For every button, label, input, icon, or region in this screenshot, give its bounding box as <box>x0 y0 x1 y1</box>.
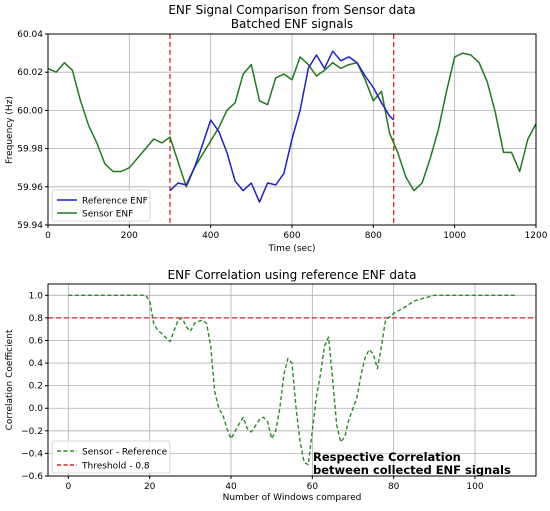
chart-top-subtitle: Batched ENF signals <box>231 17 353 31</box>
legend-box <box>51 440 171 474</box>
x-tick-label: 800 <box>365 231 382 241</box>
chart-top-series <box>47 50 537 203</box>
y-tick-label: 1.0 <box>29 291 44 301</box>
chart-top-vlines <box>169 34 395 225</box>
y-tick-label: 59.98 <box>17 145 43 155</box>
chart-top: ENF Signal Comparison from Sensor data B… <box>5 3 548 254</box>
x-tick-label: 100 <box>466 482 483 492</box>
y-tick-label: 0.8 <box>29 314 44 324</box>
x-tick-label: 20 <box>144 482 156 492</box>
y-tick-label: −0.4 <box>21 449 43 459</box>
legend-label-reference: Reference ENF <box>82 197 148 207</box>
y-tick-label: 60.00 <box>17 106 43 116</box>
legend-label-sensor: Sensor ENF <box>82 210 133 220</box>
chart-bottom-xticks: 0 20 40 60 80 100 <box>65 476 484 492</box>
chart-top-legend: Reference ENF Sensor ENF <box>51 189 151 222</box>
chart-bottom-frame <box>47 283 537 477</box>
y-tick-label: 59.96 <box>17 183 43 193</box>
chart-bottom-yticks: −0.6 −0.4 −0.2 0.0 0.2 0.4 0.6 0.8 1.0 <box>21 291 48 482</box>
legend-label-threshold: Threshold - 0.8 <box>81 462 150 472</box>
chart-bottom-title: ENF Correlation using reference ENF data <box>168 268 417 282</box>
chart-top-ylabel: Frequency (Hz) <box>5 96 15 164</box>
x-tick-label: 40 <box>225 482 237 492</box>
chart-top-yticks: 59.94 59.96 59.98 60.00 60.02 60.04 <box>17 30 48 231</box>
chart-bottom-legend: Sensor - Reference Threshold - 0.8 <box>51 440 171 474</box>
chart-top-title: ENF Signal Comparison from Sensor data <box>168 3 415 17</box>
chart-top-xlabel: Time (sec) <box>267 244 315 254</box>
chart-top-xticks: 0 200 400 600 800 1000 1200 <box>45 225 548 241</box>
chart-bottom-xlabel: Number of Windows compared <box>223 493 362 503</box>
y-tick-label: 59.94 <box>17 221 43 231</box>
x-tick-label: 0 <box>65 482 71 492</box>
y-tick-label: 60.02 <box>17 68 43 78</box>
legend-label-correlation: Sensor - Reference <box>82 448 168 458</box>
y-tick-label: 60.04 <box>17 30 43 40</box>
x-tick-label: 1000 <box>443 231 466 241</box>
series-correlation <box>68 294 516 466</box>
x-tick-label: 600 <box>283 231 300 241</box>
y-tick-label: −0.6 <box>21 472 43 482</box>
x-tick-label: 1200 <box>525 231 548 241</box>
chart-bottom-annotation-line1: Respective Correlation <box>313 450 461 464</box>
series-reference-enf <box>169 50 395 203</box>
y-tick-label: 0.4 <box>29 359 44 369</box>
y-tick-label: 0.2 <box>29 382 43 392</box>
x-tick-label: 0 <box>45 231 51 241</box>
x-tick-label: 200 <box>121 231 138 241</box>
x-tick-label: 400 <box>202 231 219 241</box>
y-tick-label: 0.0 <box>29 404 44 414</box>
series-sensor-enf <box>47 52 537 192</box>
chart-bottom: ENF Correlation using reference ENF data… <box>5 268 537 503</box>
y-tick-label: −0.2 <box>21 427 43 437</box>
x-tick-label: 80 <box>388 482 400 492</box>
chart-bottom-annotation-line2: between collected ENF signals <box>313 463 511 477</box>
y-tick-label: 0.6 <box>29 336 44 346</box>
chart-bottom-series <box>48 294 536 466</box>
chart-bottom-ylabel: Correlation Coefficient <box>5 329 15 430</box>
x-tick-label: 60 <box>307 482 319 492</box>
